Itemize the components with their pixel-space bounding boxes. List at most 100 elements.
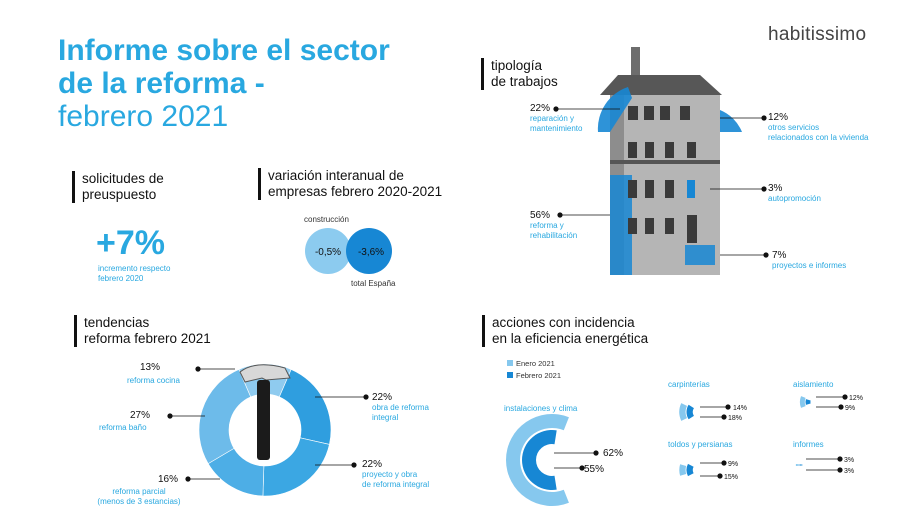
val-carpinterias-febrero: 18% [728,415,742,422]
roof [600,75,722,95]
val-informes-febrero: 3% [844,468,854,475]
tipologia-item-1-value: 22% [530,103,551,114]
arc-febrero-4 [686,463,694,477]
tipologia-item-2-label1: otros servicios [768,123,820,132]
tipologia-item-1-label1: reparación y [530,114,575,123]
group-toldos-title: toldos y persianas [668,440,733,449]
tipologia-item-1-label2: mantenimiento [530,124,583,133]
label-construccion: construcción [304,215,349,224]
tendencias-item-3-label1: reforma parcial [112,487,166,496]
val-instalaciones-enero: 62% [603,448,623,459]
solicitudes-heading-line2: preuspuesto [82,187,157,202]
overlay-12 [720,110,742,132]
arc-enero-2 [679,403,687,421]
val-aislamiento-febrero: 9% [845,405,855,412]
tendencias-item-4-label1: obra de reforma [372,403,429,412]
tendencias-item-5: 22% proyecto y obra de reforma integral [362,459,429,490]
title-line-3: febrero 2021 [58,100,229,133]
acciones-arcs [506,396,811,506]
solicitudes-heading-line1: solicitudes de [82,171,164,186]
arc-enero-4 [679,464,687,476]
value-construccion: -0,5% [315,247,341,258]
tendencias-item-1: 13% [120,362,160,373]
overlay-22 [597,87,632,132]
tendencias-item-3-label: reforma parcial (menos de 3 estancias) [93,487,185,507]
value-total: -3,6% [358,247,384,258]
legend-enero: Enero 2021 [507,358,561,370]
tipologia-item-2: 12% otros servicios relacionados con la … [768,112,869,143]
tipologia-heading-line2: de trabajos [491,74,558,89]
val-informes-enero: 3% [844,457,854,464]
tipologia-item-3-value: 3% [768,183,783,194]
legend-febrero: Febrero 2021 [507,370,561,382]
tendencias-item-1-label: reforma cocina [127,376,180,385]
val-instalaciones-febrero: 55% [584,464,604,475]
balcony [610,160,720,164]
tendencias-item-5-label2: de reforma integral [362,480,430,489]
tendencias-heading-line1: tendencias [84,315,150,330]
tipologia-item-5-label1: proyectos e informes [772,261,847,270]
tendencias-item-4-label2: integral [372,413,399,422]
hammer-handle-icon [257,380,270,460]
arc-enero-3 [799,396,806,408]
arc-enero-1 [506,414,569,506]
val-toldos-febrero: 15% [724,474,738,481]
tipologia-item-3-label1: autopromoción [768,194,821,203]
arc-febrero-3 [805,399,811,405]
page-title: Informe sobre el sector de la reforma - … [58,34,390,133]
donut-segments [198,363,332,497]
title-line-2: de la reforma - [58,67,265,100]
tipologia-item-5: 7% proyectos e informes [772,250,846,271]
circle-construccion [305,228,351,274]
overlay-7 [685,245,715,265]
brand-logo: habitissimo [768,24,867,45]
tipologia-heading-line1: tipología [491,58,543,73]
windows [628,106,697,243]
tipologia-leaders [553,106,769,258]
building-illustration [597,47,742,275]
acciones-heading-line1: acciones con incidencia [492,315,635,330]
hammer-head-icon [239,364,291,383]
group-aislamiento-title: aislamiento [793,380,834,389]
tendencias-donut [198,363,332,497]
tendencias-item-1-value: 13% [139,362,160,373]
val-carpinterias-enero: 14% [733,405,747,412]
tipologia-heading: tipología de trabajos [481,58,558,90]
tipologia-item-3: 3% autopromoción [768,183,821,204]
tendencias-item-4-value: 22% [372,392,393,403]
acciones-heading: acciones con incidencia en la eficiencia… [482,315,648,347]
tipologia-item-4-value: 56% [530,210,551,221]
variacion-heading-line2: empresas febrero 2020-2021 [268,184,443,199]
tendencias-item-4: 22% obra de reforma integral [372,392,429,423]
variacion-heading-line1: variación interanual de [268,168,404,183]
tipologia-item-2-label2: relacionados con la vivienda [768,133,869,142]
arc-febrero-5 [799,464,803,466]
val-aislamiento-enero: 12% [849,395,863,402]
arc-enero-5 [795,464,799,466]
group-informes-title: informes [793,440,824,449]
variacion-heading: variación interanual de empresas febrero… [258,168,442,200]
overlay-56 [610,175,632,275]
group-instalaciones-title: instalaciones y clima [504,404,578,413]
tendencias-item-2-label: reforma baño [99,423,147,432]
overlay-3 [687,180,695,198]
tendencias-heading: tendencias reforma febrero 2021 [74,315,211,347]
acciones-charts: 62% 55% 14% 18% 12% 9% 9% 15% 3% 3% [506,394,863,506]
circle-total [346,228,392,274]
tendencias-item-3-label2: (menos de 3 estancias) [97,497,181,506]
tipologia-item-4-label2: rehabilitación [530,231,578,240]
label-total: total España [351,279,396,288]
donut-segment-2 [198,369,252,465]
title-line-1: Informe sobre el sector [58,34,390,67]
tipologia-item-4-label1: reforma y [530,221,564,230]
tipologia-item-1: 22% reparación y mantenimiento [530,103,582,134]
arc-febrero-2 [686,404,694,420]
acciones-leaders [554,394,848,479]
acciones-heading-line2: en la eficiencia energética [492,331,649,346]
tipologia-item-5-value: 7% [772,250,787,261]
solicitudes-value: +7% [96,224,165,262]
tendencias-item-5-label1: proyecto y obra [362,470,418,479]
tendencias-item-2-value: 27% [130,410,151,421]
chimney [631,47,640,82]
solicitudes-heading: solicitudes de preuspuesto [72,171,164,203]
